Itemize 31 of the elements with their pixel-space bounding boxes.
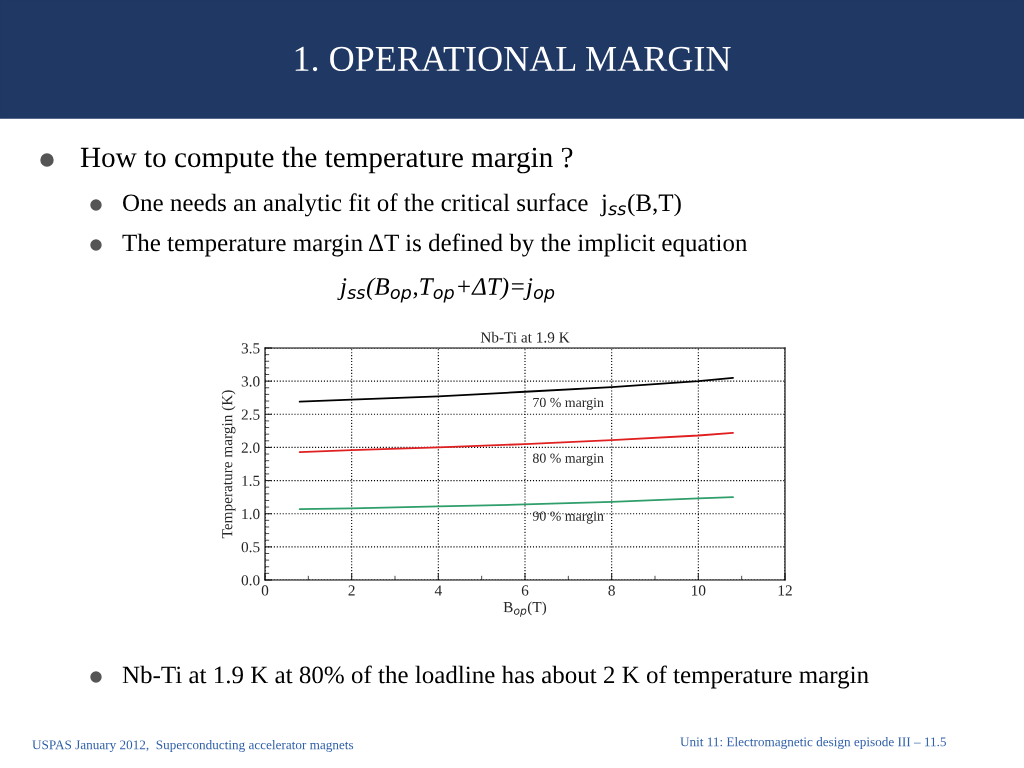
y-tick-label: 2.5 [241,409,260,420]
x-tick-label: 10 [692,585,706,596]
line-series [298,496,734,510]
text: How to compute the temperature margin ? [80,146,573,174]
x-tick-label: 4 [434,585,442,596]
x-tick-label: 12 [778,585,792,596]
text: The temperature margin ΔT is defined by the implicit equation [122,233,748,257]
chart-title: 1. OPERATIONAL MARGIN [295,46,731,72]
annotation: 70 % margin [533,397,604,410]
y-tick-label: 2.0 [241,442,260,453]
x-tick-label: 2 [348,585,355,596]
text: Unit 11: Electromagnetic design episode III – 11.5 [680,737,946,749]
x-tick-label: 6 [521,585,529,596]
y-tick-label: 1.0 [242,508,260,520]
line-series [298,431,734,453]
y-tick-label: 0.0 [241,575,260,586]
x-tick-label: 0 [261,585,269,596]
y-axis-title: Temperature margin (K) [221,390,236,539]
text: j$_{ss}$(B$_{op}$,T$_{op}$+ΔT)=j$_{op}$ [337,277,555,303]
text: USPAS January 2012, Superconducting accelerator magnets [32,740,354,752]
text: Nb-Ti at 1.9 K at 80% of the loadline has about 2 K of temperature margin [122,665,869,689]
annotation: 90 % margin [532,511,604,524]
y-tick-label: 3.5 [241,343,260,354]
x-axis-title: B$_{op}$(T) [503,601,547,617]
y-tick-label: 0.5 [241,542,260,553]
annotation: 80 % margin [532,453,604,466]
chart-subtitle: Nb-Ti at 1.9 K [480,331,570,343]
text: One needs an analytic fit of the critical surface j$_{ss}$(B,T) [123,193,681,217]
y-tick-label: 1.5 [242,475,260,487]
y-tick-label: 3.0 [241,376,260,387]
x-tick-label: 8 [608,585,615,596]
